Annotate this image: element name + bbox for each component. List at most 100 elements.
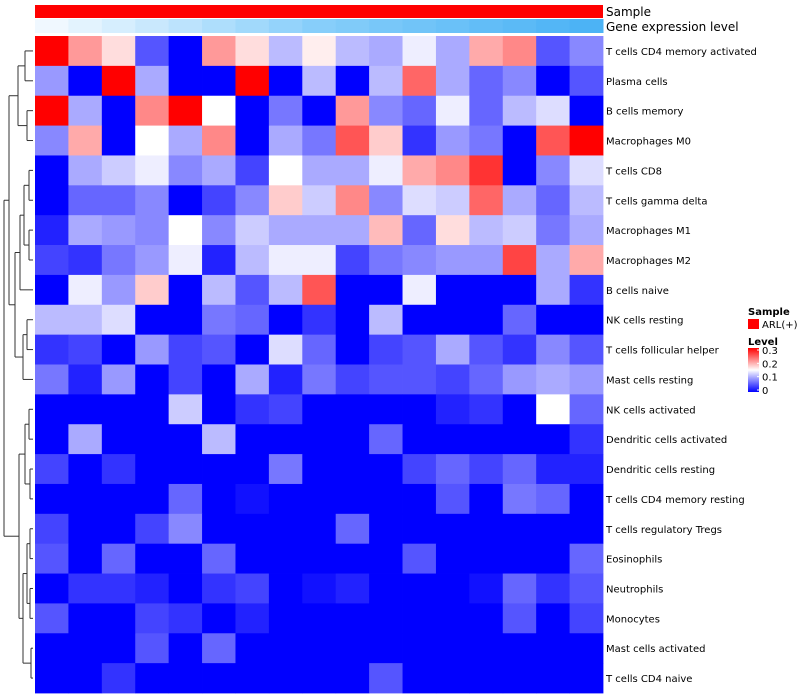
heatmap-cell xyxy=(235,334,270,365)
heatmap-cell xyxy=(268,454,303,485)
expression-annotation-cell xyxy=(536,19,571,33)
heatmap-cell xyxy=(569,95,604,126)
heatmap-cell xyxy=(502,663,537,694)
heatmap-cell xyxy=(502,245,537,276)
heatmap-cell xyxy=(502,633,537,664)
heatmap-cell xyxy=(302,215,337,246)
heatmap-cell xyxy=(101,304,136,336)
heatmap-cell xyxy=(502,215,537,246)
heatmap-cell xyxy=(402,573,437,604)
heatmap-cell xyxy=(335,663,370,694)
expression-annotation-cell xyxy=(502,19,537,33)
heatmap-cell xyxy=(35,95,69,126)
heatmap-cell xyxy=(101,454,136,485)
heatmap-cell xyxy=(202,155,236,186)
heatmap-cell xyxy=(569,36,604,67)
heatmap-cell xyxy=(536,603,570,634)
heatmap-cell xyxy=(402,543,437,574)
heatmap-cell xyxy=(469,424,504,455)
expression-annotation-cell xyxy=(35,19,69,33)
heatmap-cell xyxy=(569,454,604,485)
heatmap-cell xyxy=(569,364,604,395)
heatmap-cell xyxy=(135,424,170,455)
heatmap-cell xyxy=(235,394,270,425)
heatmap-cell xyxy=(101,364,136,395)
heatmap-cell xyxy=(101,334,136,365)
heatmap-cell xyxy=(168,543,203,574)
heatmap-cell xyxy=(536,274,570,306)
heatmap-cell xyxy=(435,483,470,515)
heatmap-cell xyxy=(502,513,537,545)
heatmap-cell xyxy=(569,573,604,604)
row-label: Mast cells resting xyxy=(606,375,693,386)
heatmap-cell xyxy=(502,334,537,365)
heatmap-cell xyxy=(335,304,370,336)
heatmap-cell xyxy=(435,334,470,365)
heatmap-cell xyxy=(168,245,203,276)
heatmap-cell xyxy=(101,663,136,694)
heatmap-cell xyxy=(402,245,437,276)
heatmap-cell xyxy=(335,603,370,634)
heatmap-cell xyxy=(435,125,470,156)
heatmap-cell xyxy=(135,215,170,246)
heatmap-cell xyxy=(268,483,303,515)
heatmap-cell xyxy=(135,543,170,574)
expression-annotation-cell xyxy=(435,19,470,33)
heatmap-cell xyxy=(302,36,337,67)
heatmap-cell xyxy=(402,513,437,545)
heatmap-cell xyxy=(202,513,236,545)
sample-annotation-label: Sample xyxy=(606,5,651,19)
heatmap-cell xyxy=(302,483,337,515)
heatmap-cell xyxy=(335,424,370,455)
heatmap-cell xyxy=(369,274,403,306)
heatmap-cell xyxy=(168,304,203,336)
heatmap-cell xyxy=(536,663,570,694)
heatmap-cell xyxy=(235,36,270,67)
expression-annotation-cell xyxy=(68,19,103,33)
heatmap-cell xyxy=(135,274,170,306)
heatmap-cell xyxy=(402,274,437,306)
heatmap-cell xyxy=(469,304,504,336)
heatmap-cell xyxy=(536,573,570,604)
heatmap-cell xyxy=(302,603,337,634)
heatmap-cell xyxy=(268,603,303,634)
heatmap-cell xyxy=(435,454,470,485)
heatmap-cell xyxy=(435,95,470,126)
expression-annotation-cell xyxy=(168,19,203,33)
heatmap-cell xyxy=(101,185,136,216)
heatmap-cell xyxy=(101,215,136,246)
heatmap-cell xyxy=(302,334,337,365)
heatmap-cell xyxy=(302,394,337,425)
heatmap-cell xyxy=(402,95,437,126)
expression-annotation-cell xyxy=(302,19,337,33)
heatmap-cell xyxy=(335,573,370,604)
sample-annotation-bar xyxy=(35,5,603,18)
heatmap-cell xyxy=(101,36,136,67)
heatmap-cell xyxy=(536,513,570,545)
row-label: T cells CD8 xyxy=(605,166,662,177)
heatmap-cell xyxy=(302,633,337,664)
heatmap-cell xyxy=(569,245,604,276)
expression-annotation-cell xyxy=(268,19,303,33)
heatmap-cell xyxy=(335,364,370,395)
heatmap-cell xyxy=(469,454,504,485)
heatmap-cell xyxy=(335,633,370,664)
heatmap-cell xyxy=(202,274,236,306)
heatmap-cell xyxy=(569,483,604,515)
heatmap-cell xyxy=(168,424,203,455)
expression-annotation-label: Gene expression level xyxy=(606,20,739,34)
heatmap-cell xyxy=(101,274,136,306)
heatmap-cell xyxy=(101,125,136,156)
heatmap-cell xyxy=(235,125,270,156)
row-label: T cells regulatory Tregs xyxy=(605,525,722,536)
heatmap-cell xyxy=(502,155,537,186)
heatmap-cell xyxy=(536,334,570,365)
heatmap-cell xyxy=(68,215,103,246)
heatmap-cell xyxy=(369,513,403,545)
heatmap-cell xyxy=(335,454,370,485)
heatmap-cell xyxy=(168,573,203,604)
heatmap-cell xyxy=(302,95,337,126)
heatmap-cell xyxy=(101,155,136,186)
heatmap-cell xyxy=(68,185,103,216)
heatmap-cell xyxy=(536,454,570,485)
